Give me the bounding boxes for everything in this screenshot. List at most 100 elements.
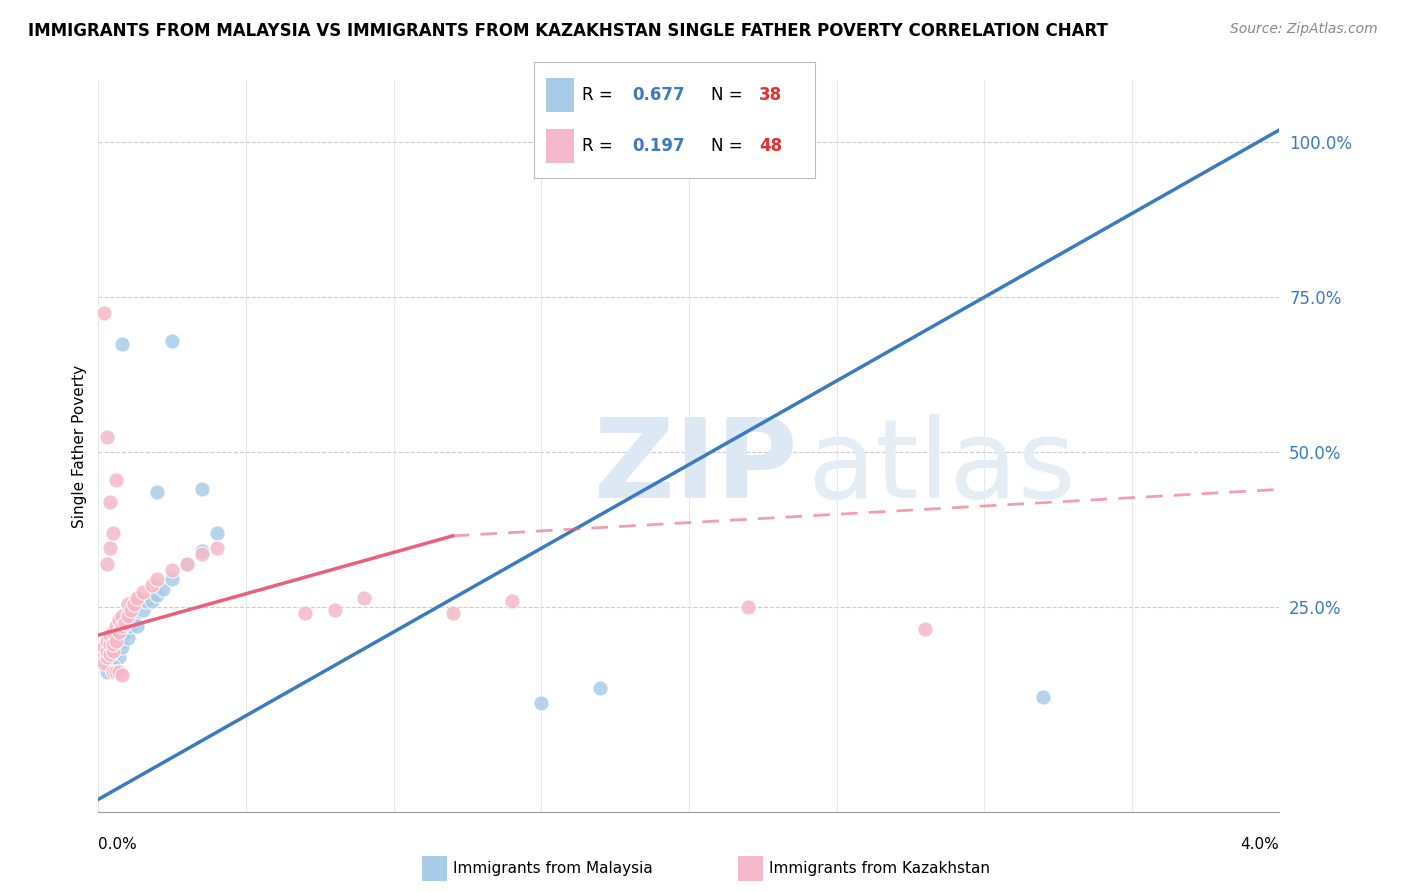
Point (108, 613, 131, 627)
Text: ZIP: ZIP (595, 415, 797, 522)
Point (98, 637, 121, 651)
Point (105, 643, 128, 657)
Point (353, 591, 375, 605)
Text: R =: R = (582, 86, 619, 103)
Text: 4.0%: 4.0% (1240, 837, 1279, 852)
Point (737, 160, 759, 174)
Point (530, 696, 553, 710)
Point (98, 495, 121, 509)
Point (176, 557, 198, 571)
Point (103, 659, 125, 673)
Point (141, 594, 163, 608)
Text: Source: ZipAtlas.com: Source: ZipAtlas.com (1230, 22, 1378, 37)
Point (122, 597, 145, 611)
Point (114, 615, 136, 630)
Point (105, 473, 128, 487)
Point (98, 637, 121, 651)
Point (132, 603, 155, 617)
Point (93, 306, 115, 320)
Point (105, 619, 128, 633)
Point (93, 640, 115, 655)
Point (96, 430, 118, 444)
Point (141, 578, 163, 592)
Point (125, 591, 148, 605)
Point (589, 681, 612, 695)
Point (205, 525, 228, 540)
Point (96, 649, 118, 664)
Point (501, 594, 523, 608)
Point (114, 624, 136, 639)
Point (98, 628, 121, 642)
Point (108, 624, 131, 639)
Point (294, 607, 316, 621)
Text: N =: N = (711, 137, 748, 155)
Point (191, 544, 214, 558)
Point (98, 541, 121, 556)
Point (120, 619, 142, 633)
Point (111, 631, 134, 645)
Point (111, 619, 134, 633)
Point (117, 597, 139, 611)
Point (103, 643, 125, 657)
Point (108, 649, 131, 664)
Point (176, 557, 198, 571)
Point (103, 643, 125, 657)
Text: N =: N = (711, 86, 748, 103)
Y-axis label: Single Father Poverty: Single Father Poverty (72, 365, 87, 527)
Text: 0.197: 0.197 (633, 137, 685, 155)
Point (914, 622, 936, 636)
Point (105, 634, 128, 648)
Text: Immigrants from Kazakhstan: Immigrants from Kazakhstan (769, 862, 990, 876)
Point (1032, 690, 1054, 704)
Point (111, 668, 134, 682)
Point (103, 525, 125, 540)
Text: 48: 48 (759, 137, 782, 155)
Bar (546, 128, 574, 163)
Text: 38: 38 (759, 86, 782, 103)
Point (146, 588, 169, 602)
Point (111, 640, 134, 655)
Point (120, 603, 142, 617)
Point (111, 336, 134, 351)
Text: IMMIGRANTS FROM MALAYSIA VS IMMIGRANTS FROM KAZAKHSTAN SINGLE FATHER POVERTY COR: IMMIGRANTS FROM MALAYSIA VS IMMIGRANTS F… (28, 22, 1108, 40)
Point (152, 582, 174, 596)
Point (737, 600, 759, 615)
Point (90, 647, 112, 661)
Point (111, 609, 134, 624)
Point (103, 637, 125, 651)
Point (122, 613, 145, 627)
Text: 0.0%: 0.0% (98, 837, 138, 852)
Point (98, 656, 121, 670)
Point (103, 665, 125, 680)
Point (98, 647, 121, 661)
Point (191, 483, 214, 497)
Point (135, 594, 157, 608)
Point (96, 634, 118, 648)
Point (96, 647, 118, 661)
Point (117, 619, 139, 633)
Point (96, 557, 118, 571)
Point (108, 637, 131, 651)
Text: 0.677: 0.677 (633, 86, 685, 103)
Point (146, 485, 169, 500)
Text: Immigrants from Malaysia: Immigrants from Malaysia (453, 862, 652, 876)
Point (162, 563, 183, 577)
Point (108, 665, 131, 680)
Point (96, 643, 118, 657)
Point (162, 334, 183, 348)
Point (162, 572, 183, 586)
Point (117, 631, 139, 645)
Point (132, 584, 155, 599)
Point (323, 603, 346, 617)
Point (117, 609, 139, 624)
Point (191, 548, 214, 562)
Point (105, 631, 128, 645)
Point (93, 656, 115, 670)
Point (146, 572, 169, 586)
Point (103, 649, 125, 664)
Point (125, 619, 148, 633)
Point (103, 624, 125, 639)
Point (98, 659, 121, 673)
Text: atlas: atlas (807, 415, 1076, 522)
Text: R =: R = (582, 137, 619, 155)
